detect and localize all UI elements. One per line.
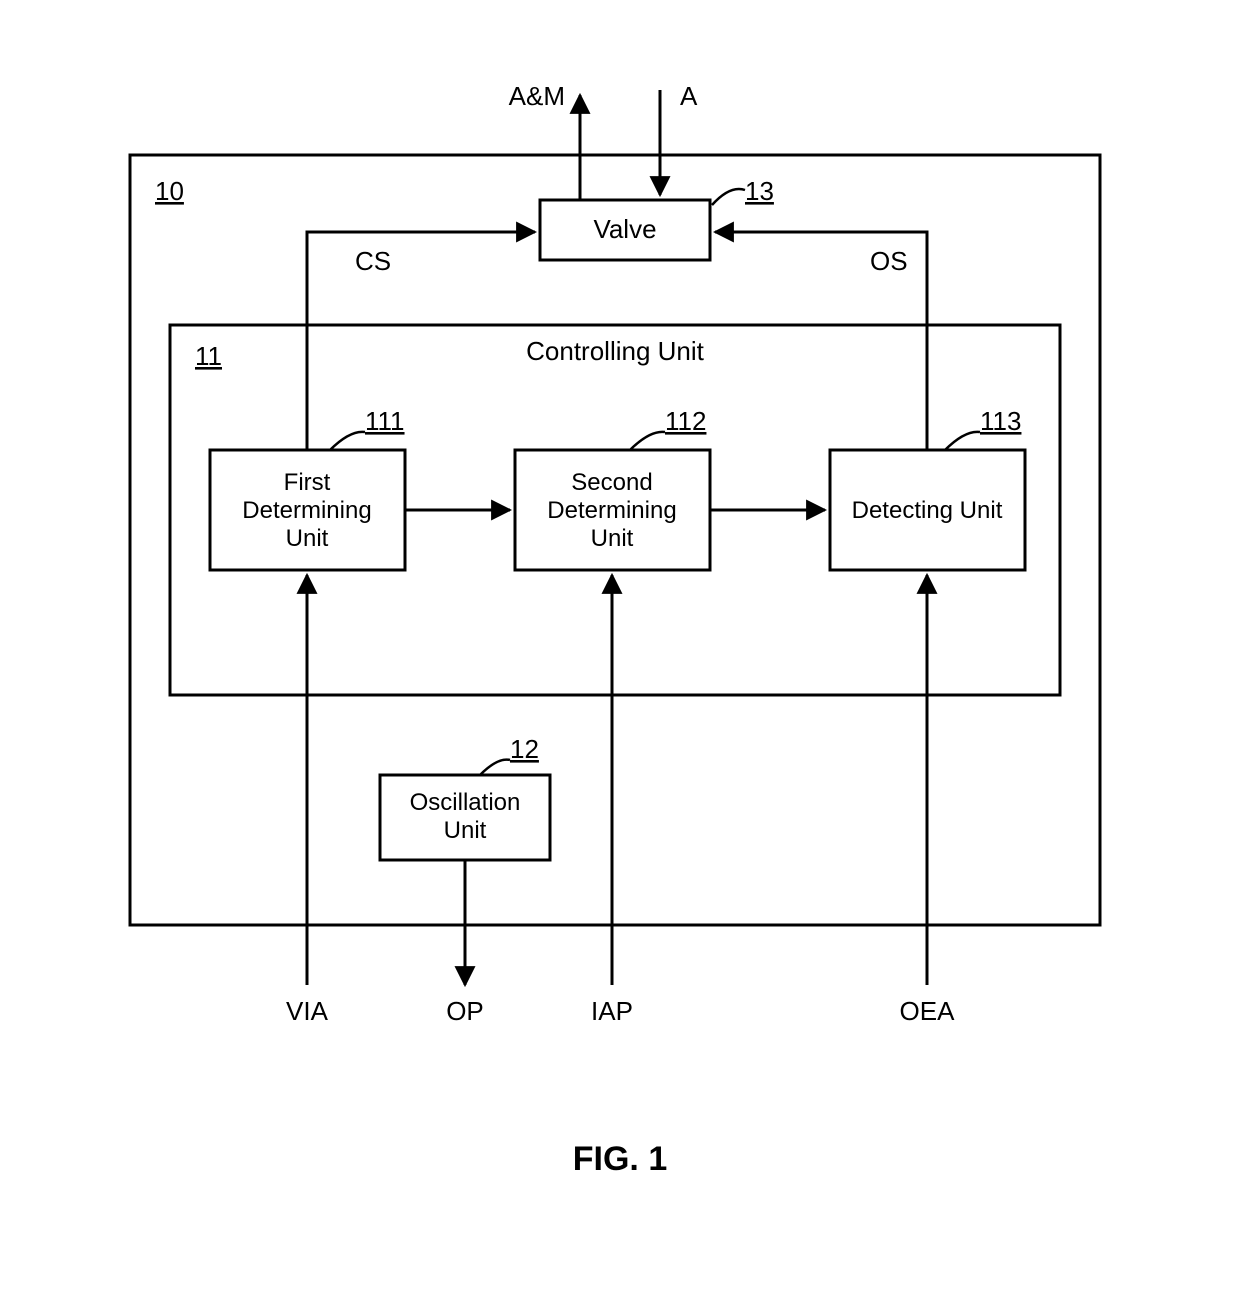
op-label: OP — [446, 996, 484, 1026]
second-det-l3: Unit — [591, 525, 634, 552]
second-det-l2: Determining — [547, 497, 676, 524]
outer-ref: 10 — [155, 176, 184, 206]
detecting-ref: 113 — [980, 406, 1021, 436]
iap-label: IAP — [591, 996, 633, 1026]
controlling-unit-ref: 11 — [195, 341, 222, 371]
controlling-unit-label: Controlling Unit — [526, 336, 705, 366]
figure-label: FIG. 1 — [573, 1140, 667, 1178]
second-det-l1: Second — [571, 469, 652, 496]
first-det-l3: Unit — [286, 525, 329, 552]
detecting-label: Detecting Unit — [852, 497, 1003, 524]
via-label: VIA — [286, 996, 329, 1026]
oea-label: OEA — [900, 996, 956, 1026]
osc-l1: Oscillation — [410, 789, 521, 816]
first-det-l2: Determining — [242, 497, 371, 524]
first-det-l1: First — [284, 469, 331, 496]
cs-label: CS — [355, 246, 391, 276]
osc-ref: 12 — [510, 734, 539, 764]
first-det-ref: 111 — [365, 406, 405, 436]
valve-label: Valve — [593, 214, 656, 244]
second-det-ref: 112 — [665, 406, 706, 436]
os-label: OS — [870, 246, 908, 276]
a-label: A — [680, 81, 698, 111]
valve-ref: 13 — [745, 176, 774, 206]
osc-l2: Unit — [444, 817, 487, 844]
am-label: A&M — [509, 81, 565, 111]
